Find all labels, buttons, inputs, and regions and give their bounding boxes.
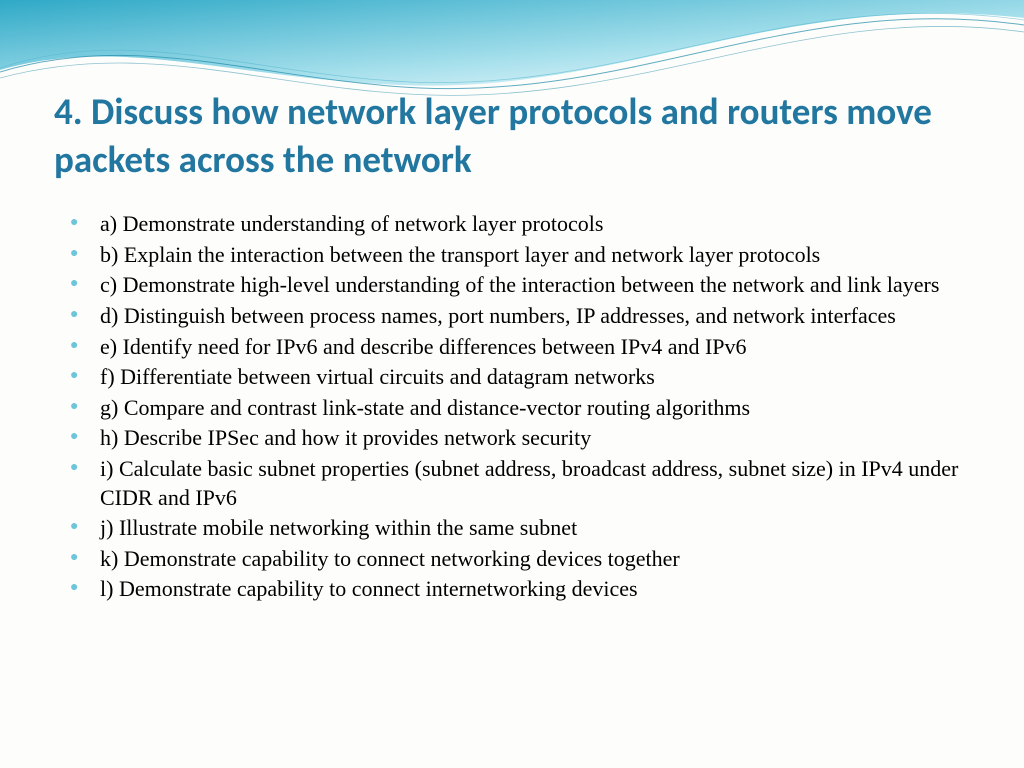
list-item: l) Demonstrate capability to connect int… (84, 575, 970, 604)
list-item: d) Distinguish between process names, po… (84, 302, 970, 331)
list-item: h) Describe IPSec and how it provides ne… (84, 424, 970, 453)
list-item: a) Demonstrate understanding of network … (84, 210, 970, 239)
list-item: g) Compare and contrast link-state and d… (84, 394, 970, 423)
slide-title: 4. Discuss how network layer protocols a… (54, 88, 970, 184)
list-item: c) Demonstrate high-level understanding … (84, 271, 970, 300)
list-item: k) Demonstrate capability to connect net… (84, 545, 970, 574)
list-item: f) Differentiate between virtual circuit… (84, 363, 970, 392)
list-item: j) Illustrate mobile networking within t… (84, 514, 970, 543)
list-item: b) Explain the interaction between the t… (84, 241, 970, 270)
list-item: e) Identify need for IPv6 and describe d… (84, 333, 970, 362)
bullet-list: a) Demonstrate understanding of network … (54, 210, 970, 604)
slide-content: 4. Discuss how network layer protocols a… (0, 0, 1024, 604)
list-item: i) Calculate basic subnet properties (su… (84, 455, 970, 512)
